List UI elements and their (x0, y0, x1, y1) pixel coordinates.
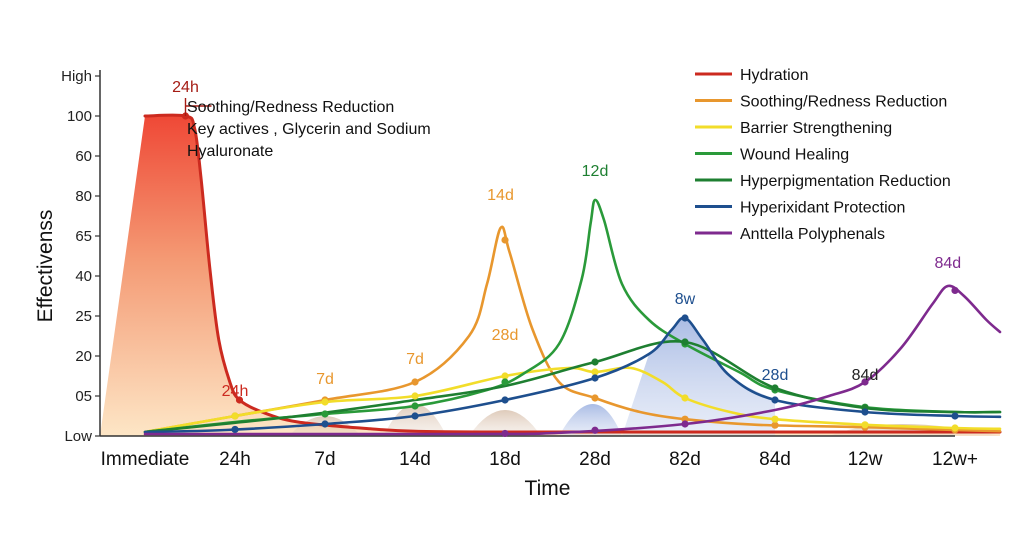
x-tick-label: 82d (669, 449, 701, 470)
callout-text: Key actives , Glycerin and Sodium (187, 121, 431, 138)
series-marker (591, 394, 599, 402)
peak-labels: 24h 7d 7d 14d 28d 12d 8w 28d 84d 84d (222, 163, 962, 400)
x-tick-label: 12w (848, 449, 883, 470)
y-tick-label: 25 (75, 308, 92, 325)
x-tick-label: 28d (579, 449, 611, 470)
peak-label: 12d (582, 163, 609, 180)
x-tick-label: 84d (759, 449, 791, 470)
series-marker (501, 396, 509, 404)
legend-label: Barrier Strengthening (740, 120, 892, 137)
series-marker (861, 421, 869, 429)
series-marker (681, 420, 689, 428)
series-marker (501, 372, 509, 380)
peak-label: 8w (675, 291, 696, 308)
callout-label: 24h (172, 79, 199, 96)
legend-label: Anttella Polyphenals (740, 226, 885, 243)
series-marker (411, 392, 419, 400)
y-tick-label: Low (64, 428, 92, 445)
peak-label: 7d (406, 351, 424, 368)
legend-label: Soothing/Redness Reduction (740, 94, 947, 111)
series-marker (951, 424, 959, 432)
x-tick-label: Immediate (101, 449, 190, 470)
y-tick-label: 05 (75, 388, 92, 405)
axes: Low 05 20 25 40 65 80 60 100 High Immediate 24h 7d 14… (34, 68, 978, 500)
series-marker (771, 421, 779, 429)
x-axis-title: Time (525, 477, 571, 500)
series-marker (501, 236, 509, 244)
peak-label: 28d (492, 327, 519, 344)
shade-14d (383, 404, 447, 436)
y-tick-label: 40 (75, 268, 92, 285)
series-marker (231, 425, 239, 434)
y-tick-label: High (61, 68, 92, 85)
legend-label: Hyperixidant Protection (740, 200, 905, 217)
legend: Hydration Soothing/Redness Reduction Barri… (695, 67, 951, 243)
peak-label: 84d (934, 255, 961, 272)
series-marker (411, 402, 419, 410)
series-line (143, 316, 1002, 434)
y-tick-label: 65 (75, 228, 92, 245)
hydration-area (100, 115, 1000, 436)
series-marker (771, 396, 779, 404)
y-tick-label: 60 (75, 148, 92, 165)
x-tick-label: 7d (314, 449, 335, 470)
series-marker (861, 378, 869, 386)
series-marker (235, 396, 244, 404)
shade-18d (469, 410, 541, 436)
series-lines (143, 113, 1002, 436)
x-tick-label: 12w+ (932, 449, 978, 470)
y-axis-title: Effectivenss (34, 210, 57, 323)
y-tick-label: 80 (75, 188, 92, 205)
series-marker (321, 420, 329, 428)
series-marker (771, 415, 779, 423)
legend-label: Hydration (740, 67, 808, 84)
series-marker (951, 412, 959, 420)
peak-label: 24h (222, 383, 249, 400)
legend-label: Wound Healing (740, 147, 849, 164)
series-marker (681, 394, 689, 402)
x-tick-label: 14d (399, 449, 431, 470)
x-tick-label: 24h (219, 449, 251, 470)
series-marker (321, 398, 329, 406)
series-marker (951, 286, 959, 295)
series-marker (501, 429, 509, 438)
series-markers (181, 112, 959, 438)
area-fills (100, 115, 1000, 436)
y-tick-label: 20 (75, 348, 92, 365)
series-line (143, 198, 1002, 434)
peak-label: 7d (316, 371, 334, 388)
series-marker (861, 408, 869, 416)
series-line (143, 284, 1002, 436)
peak-label: 84d (852, 367, 879, 384)
callout: 24h Soothing/Redness Reduction Key actives… (172, 79, 431, 160)
callout-text: Hyaluronate (187, 143, 273, 160)
shade-28d (559, 404, 622, 436)
series-marker (591, 426, 599, 434)
series-marker (321, 410, 329, 418)
y-tick-label: 100 (67, 108, 92, 125)
peak-label: 28d (762, 367, 789, 384)
series-marker (411, 412, 419, 420)
series-marker (591, 358, 599, 366)
callout-text: Soothing/Redness Reduction (187, 99, 394, 116)
x-tick-label: 18d (489, 449, 521, 470)
legend-label: Hyperpigmentation Reduction (740, 173, 951, 190)
series-marker (501, 378, 509, 386)
series-marker (681, 314, 689, 322)
series-marker (591, 374, 599, 382)
series-line (143, 113, 1002, 434)
series-marker (681, 338, 689, 346)
series-marker (411, 378, 419, 386)
shade-8w (622, 317, 775, 436)
series-line (143, 225, 1002, 434)
series-marker (231, 412, 239, 420)
series-marker (771, 384, 779, 392)
peak-label: 14d (487, 187, 514, 204)
series-marker (591, 368, 599, 376)
